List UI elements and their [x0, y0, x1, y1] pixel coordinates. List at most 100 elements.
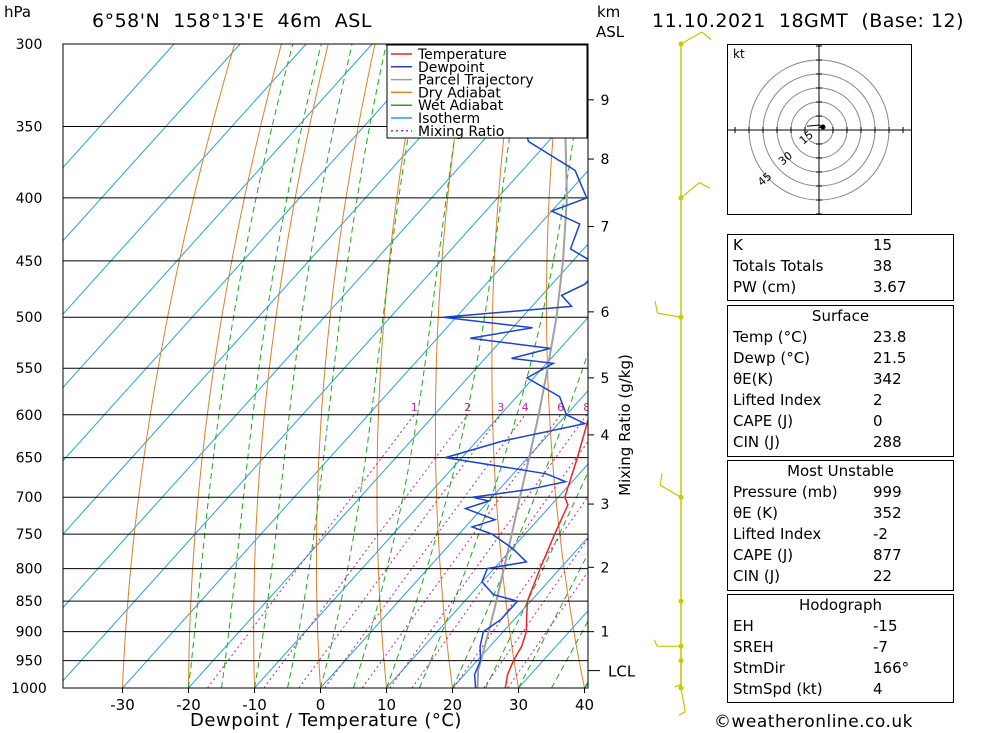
most-unstable-row-value: 999 [873, 483, 902, 501]
surface-row-value: 342 [873, 370, 902, 388]
pressure-tick-label: 550 [16, 361, 43, 377]
mixing-ratio-axis-title: Mixing Ratio (g/kg) [616, 354, 634, 496]
wet-adiabat-line [188, 44, 294, 688]
mixing-ratio-label: 1 [411, 401, 418, 414]
mixing-ratio-label: 4 [522, 401, 529, 414]
wind-barb-flag [674, 684, 682, 688]
plot-frame [62, 43, 589, 689]
pressure-tick-label: 650 [16, 451, 43, 467]
pressure-tick-label: 900 [16, 625, 43, 641]
legend-label: Wet Adiabat [418, 98, 504, 114]
isotherm-line [254, 316, 588, 688]
km-tick-label: 3 [601, 497, 610, 513]
most-unstable-row: Lifted Index -2 [728, 524, 953, 545]
hodograph-row-label: SREH [733, 638, 774, 656]
hodograph-row-label: EH [733, 617, 754, 635]
wet-adiabat-line [353, 44, 471, 688]
legend-label: Dry Adiabat [418, 85, 501, 101]
mixing-ratio-label: 3 [497, 401, 504, 414]
pressure-grid [63, 43, 588, 689]
copyright-footer: ©weatheronline.co.uk [714, 712, 914, 732]
x-tick-label: 40 [575, 696, 594, 714]
mixing-ratio-label: 25 [691, 401, 705, 414]
pressure-tick-label: 600 [16, 408, 43, 424]
mixing-ratio-line [361, 414, 562, 688]
wind-barb-staff [680, 182, 700, 199]
wind-barb-column [653, 31, 712, 716]
temperature-line [504, 417, 588, 688]
x-tick-label: -10 [242, 696, 267, 714]
pressure-tick-label: 350 [16, 120, 43, 136]
pressure-tick-label: 450 [16, 254, 43, 270]
surface-row-label: Dewp (°C) [733, 349, 811, 367]
km-tick-label: 9 [601, 93, 610, 109]
wind-barb-staff [680, 31, 703, 45]
most-unstable-row: θE (K) 352 [728, 503, 953, 524]
isotherm-line [63, 44, 307, 315]
pressure-tick-label: 500 [16, 310, 43, 326]
isotherm-line [188, 243, 588, 688]
dry-adiabat-line [651, 44, 717, 688]
km-tick-label: 7 [601, 220, 610, 236]
x-tick-label: 10 [377, 696, 396, 714]
surface-row-label: Temp (°C) [733, 328, 808, 346]
legend-label: Temperature [417, 47, 507, 63]
index-row-label: PW (cm) [733, 278, 797, 296]
most-unstable-row: CIN (J) 22 [728, 566, 953, 587]
most-unstable-row-label: CIN (J) [733, 567, 781, 585]
isotherm-line [452, 536, 588, 688]
isotherm-line [320, 390, 588, 688]
legend-label: Mixing Ratio [418, 124, 504, 140]
wind-barb-flag [659, 473, 663, 486]
surface-row: Dewp (°C) 21.5 [728, 348, 953, 369]
most-unstable-row-value: 22 [873, 567, 893, 585]
index-row: PW (cm) 3.67 [728, 277, 953, 298]
km-tick-label: 4 [601, 428, 610, 444]
legend-label: Isotherm [418, 111, 480, 127]
mixing-ratio-label: 20 [668, 401, 682, 414]
most-unstable-panel: Most Unstable Pressure (mb) 999 θE (K) 352 L… [727, 460, 954, 591]
hodograph-row: StmDir 166° [728, 658, 953, 679]
most-unstable-title: Most Unstable [787, 462, 894, 480]
wind-barb-flag [653, 639, 658, 647]
surface-row-label: θE(K) [733, 370, 774, 388]
surface-row-label: CAPE (J) [733, 412, 794, 430]
surface-row: θE(K) 342 [728, 369, 953, 390]
wind-barb-flag [654, 301, 658, 314]
most-unstable-row-value: 877 [873, 546, 902, 564]
x-tick-label: 30 [509, 696, 528, 714]
pressure-tick-label: 850 [16, 594, 43, 610]
dry-adiabat-line [983, 44, 1000, 688]
most-unstable-row: CAPE (J) 877 [728, 545, 953, 566]
most-unstable-row-label: θE (K) [733, 504, 778, 522]
sounding-series-layer [442, 44, 588, 688]
hodograph-row-value: -15 [873, 617, 898, 635]
wind-barb-staff [657, 312, 682, 318]
dry-adiabat-line [491, 44, 519, 688]
wind-barb-staff [680, 687, 686, 712]
most-unstable-row-label: Pressure (mb) [733, 483, 838, 501]
mixing-ratio-label: 10 [601, 401, 615, 414]
mixing-ratio-line [298, 414, 502, 688]
pressure-tick-label: 400 [16, 191, 43, 207]
index-row-label: K [733, 236, 743, 254]
mixing-ratio-line [324, 414, 526, 688]
km-tick-label: 5 [601, 371, 610, 387]
mixing-ratio-label: 8 [583, 401, 590, 414]
lcl-label: LCL [608, 663, 636, 681]
index-row: Totals Totals 38 [728, 256, 953, 277]
hodograph-row: EH -15 [728, 616, 953, 637]
x-tick-label: 20 [443, 696, 462, 714]
isotherm-line [63, 44, 571, 609]
wind-barb-flag [699, 181, 711, 189]
x-axis-title: Dewpoint / Temperature (°C) [190, 710, 462, 731]
dry-adiabat-line [376, 44, 423, 688]
pressure-tick-label: 950 [16, 654, 43, 670]
surface-row-value: 288 [873, 433, 902, 451]
station-location: 6°58'N 158°13'E 46m ASL [92, 10, 372, 32]
most-unstable-row-value: 352 [873, 504, 902, 522]
sounding-datetime: 11.10.2021 18GMT (Base: 12) [652, 10, 965, 32]
km-tick-label: 8 [601, 152, 610, 168]
